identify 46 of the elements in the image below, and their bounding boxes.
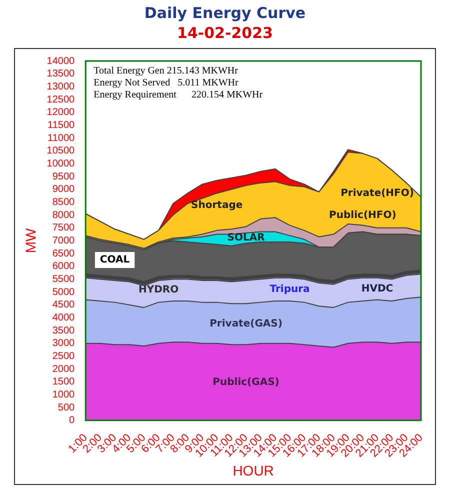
y-tick-label: 6000	[52, 261, 76, 272]
series-label: Private(HFO)	[340, 188, 414, 199]
y-tick-label: 10500	[46, 146, 76, 157]
y-tick-label: 8500	[52, 196, 76, 208]
annotation: Total Energy Gen 215.143 MKWHr	[94, 66, 239, 77]
series-label: Private(GAS)	[210, 318, 282, 330]
x-axis-title: HOUR	[232, 462, 274, 478]
y-tick-label: 1500	[52, 376, 76, 388]
series-label: HYDRO	[138, 284, 179, 296]
y-tick-label: 7000	[52, 235, 76, 246]
y-tick-label: 1000	[52, 389, 76, 400]
annotation: Energy Requirement 220.154 MKWHr	[94, 90, 264, 101]
y-tick-label: 14000	[46, 56, 76, 67]
annotation: Energy Not Served 5.011 MKWHr	[94, 78, 239, 89]
y-tick-label: 13500	[46, 68, 76, 80]
y-tick-label: 3500	[52, 325, 76, 336]
y-tick-label: 4500	[52, 300, 76, 311]
y-tick-label: 10000	[46, 158, 76, 170]
y-tick-label: 4000	[52, 312, 76, 324]
y-axis-title: MW	[22, 227, 38, 254]
y-tick-label: 9000	[52, 184, 76, 196]
y-tick-label: 3000	[52, 338, 76, 350]
series-label: Shortage	[191, 200, 243, 211]
y-tick-label: 9500	[52, 171, 76, 182]
series-label: SOLAR	[227, 232, 266, 244]
series-label: Tripura	[270, 284, 310, 296]
y-tick-label: 11500	[48, 120, 76, 131]
chart-title: Daily Energy Curve	[143, 4, 307, 22]
y-tick-label: 2500	[52, 350, 76, 362]
y-tick-label: 5500	[52, 274, 76, 285]
series-label: HVDC	[361, 283, 394, 294]
y-tick-label: 0	[69, 415, 76, 426]
y-tick-label: 2000	[52, 364, 76, 375]
y-tick-label: 6500	[52, 248, 76, 260]
y-tick-label: 12000	[46, 107, 76, 118]
chart-subtitle: 14-02-2023	[176, 24, 274, 42]
series-label: Public(HFO)	[329, 210, 396, 221]
series-label: COAL	[100, 254, 130, 266]
y-tick-label: 13000	[46, 81, 76, 92]
y-tick-label: 8000	[52, 210, 76, 221]
y-tick-label: 500	[58, 402, 76, 414]
y-tick-label: 11000	[48, 132, 76, 144]
series-label: Public(GAS)	[212, 377, 280, 388]
y-tick-label: 5000	[52, 286, 76, 298]
y-tick-label: 12500	[46, 94, 76, 106]
y-tick-label: 7500	[52, 222, 76, 234]
